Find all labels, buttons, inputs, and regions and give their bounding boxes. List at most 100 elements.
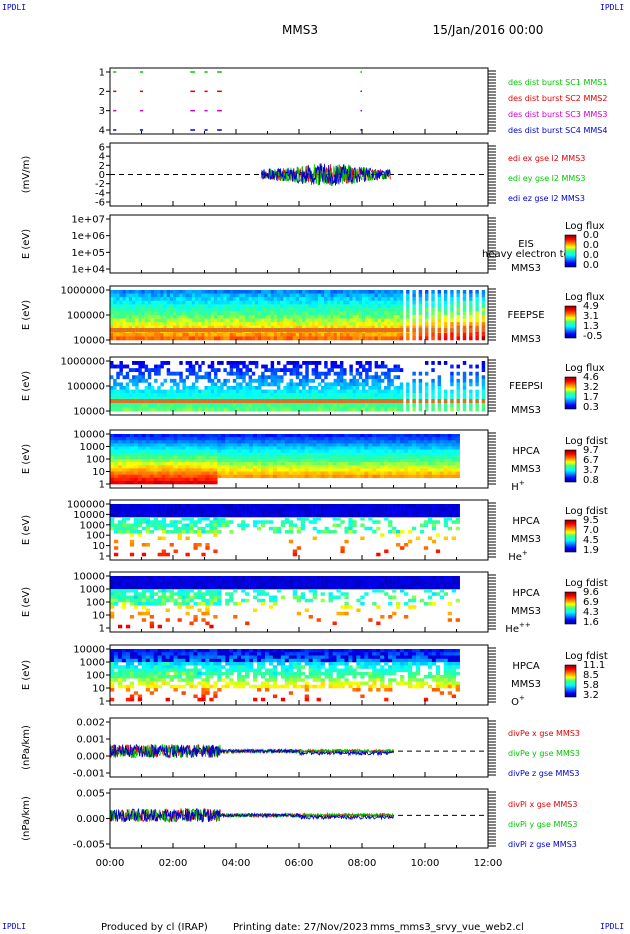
heatmap-cell	[273, 396, 278, 401]
heatmap-cell	[182, 293, 186, 298]
heatmap-cell	[165, 523, 170, 528]
heatmap-cell	[437, 297, 442, 302]
heatmap-cell	[365, 328, 369, 332]
heatmap-cell	[360, 517, 365, 521]
heatmap-cell	[249, 513, 254, 518]
heatmap-cell	[185, 322, 190, 327]
heatmap-cell	[121, 452, 127, 457]
heatmap-cell	[475, 315, 479, 319]
heatmap-cell	[339, 375, 344, 380]
heatmap-cell	[475, 325, 479, 330]
heatmap-cell	[198, 300, 202, 305]
heatmap-cell	[270, 364, 275, 369]
heatmap-cell	[257, 437, 262, 441]
heatmap-cell	[205, 452, 210, 457]
heatmap-cell	[132, 318, 136, 323]
heatmap-cell	[288, 513, 294, 518]
heatmap-cell	[289, 290, 293, 294]
heatmap-cell	[288, 434, 294, 438]
heatmap-cell	[144, 290, 149, 294]
colorbar-value: 0.0	[583, 240, 599, 251]
heatmap-cell	[356, 468, 361, 472]
heatmap-cell	[226, 311, 230, 316]
heatmap-cell	[138, 375, 142, 380]
heatmap-cell	[469, 336, 473, 341]
heatmap-cell	[150, 297, 155, 302]
heatmap-cell	[182, 396, 186, 401]
heatmap-cell	[161, 462, 166, 466]
heatmap-cell	[349, 300, 353, 305]
heatmap-cell	[349, 382, 353, 387]
heatmap-cell	[336, 396, 341, 401]
heatmap-cell	[272, 530, 278, 534]
heatmap-cell	[141, 446, 147, 450]
heatmap-cell	[205, 468, 210, 472]
heatmap-cell	[154, 407, 158, 412]
heatmap-cell	[324, 443, 329, 447]
heatmap-cell	[330, 393, 334, 398]
heatmap-cell	[418, 304, 423, 309]
heatmap-cell	[110, 520, 115, 524]
heatmap-cell	[226, 293, 230, 298]
heatmap-cell	[201, 437, 206, 441]
heatmap-cell	[144, 325, 149, 330]
heatmap-cell	[273, 325, 278, 330]
heatmap-cell	[198, 364, 202, 369]
heatmap-cell	[344, 452, 349, 457]
heatmap-cell	[443, 399, 448, 403]
heatmap-cell	[455, 440, 460, 444]
heatmap-cell	[324, 322, 328, 327]
heatmap-cell	[387, 403, 391, 408]
heatmap-cell	[270, 304, 275, 309]
heatmap-cell	[188, 293, 193, 298]
heatmap-cell	[116, 328, 120, 332]
heatmap-cell	[314, 393, 319, 398]
heatmap-cell	[270, 389, 275, 394]
heatmap-cell	[233, 510, 238, 515]
heatmap-cell	[380, 443, 385, 447]
heatmap-cell	[384, 322, 388, 327]
heatmap-cell	[253, 471, 258, 475]
heatmap-cell	[280, 459, 286, 463]
heatmap-cell	[191, 368, 196, 373]
heatmap-cell	[447, 437, 453, 441]
heatmap-cell	[292, 434, 298, 438]
heatmap-cell	[296, 513, 302, 518]
heatmap-cell	[451, 437, 456, 441]
heatmap-cell	[327, 407, 331, 412]
heatmap-cell	[141, 332, 145, 337]
heatmap-cell	[399, 307, 404, 312]
heatmap-cell	[302, 300, 306, 305]
heatmap-cell	[249, 468, 254, 472]
heatmap-cell	[431, 389, 435, 394]
heatmap-cell	[113, 443, 119, 447]
heatmap-cell	[163, 311, 167, 316]
heatmap-cell	[110, 477, 115, 482]
heatmap-cell	[150, 393, 155, 398]
heatmap-cell	[364, 455, 369, 460]
heatmap-cell	[388, 523, 393, 528]
heatmap-cell	[423, 443, 429, 447]
heatmap-cell	[406, 393, 410, 398]
heatmap-cell	[456, 293, 460, 298]
heatmap-cell	[254, 393, 259, 398]
heatmap-cell	[176, 332, 180, 337]
heatmap-cell	[481, 328, 486, 332]
heatmap-cell	[154, 368, 158, 373]
heatmap-cell	[132, 403, 136, 408]
heatmap-cell	[261, 300, 265, 305]
heatmap-cell	[138, 371, 142, 376]
heatmap-cell	[121, 530, 127, 534]
heatmap-cell	[141, 364, 145, 369]
heatmap-cell	[179, 315, 183, 319]
heatmap-cell	[352, 513, 357, 518]
heatmap-cell	[169, 293, 174, 298]
heatmap-cell	[435, 471, 441, 475]
heatmap-cell	[399, 315, 404, 319]
heatmap-cell	[308, 504, 313, 508]
heatmap-cell	[336, 393, 341, 398]
heatmap-cell	[210, 290, 215, 294]
heatmap-cell	[153, 462, 158, 466]
heatmap-cell	[406, 382, 410, 387]
heatmap-cell	[141, 459, 147, 463]
